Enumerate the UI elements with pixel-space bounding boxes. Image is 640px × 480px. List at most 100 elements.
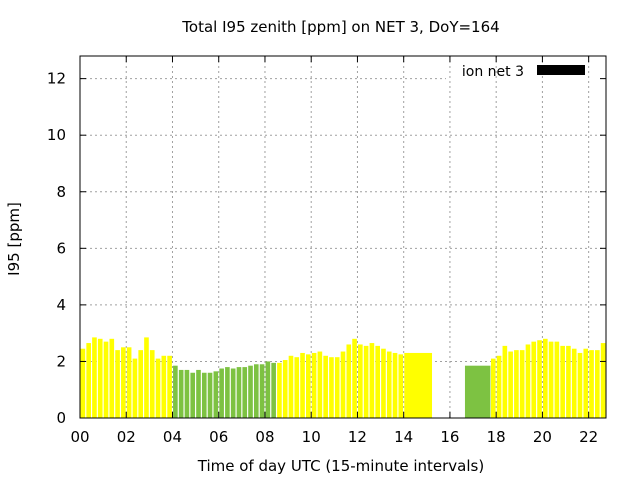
bar — [253, 364, 259, 418]
bar — [294, 357, 300, 418]
bar — [352, 338, 357, 418]
x-tick-label: 20 — [533, 428, 552, 446]
bar — [201, 372, 207, 418]
bar — [271, 362, 276, 418]
y-tick-label: 0 — [56, 409, 66, 427]
bar — [277, 362, 282, 418]
x-tick-label: 00 — [70, 428, 89, 446]
bar — [97, 338, 103, 418]
x-tick-label: 02 — [117, 428, 136, 446]
bar — [248, 365, 253, 418]
bar — [577, 352, 583, 418]
bar — [178, 369, 184, 418]
bar — [560, 345, 565, 418]
bar — [126, 347, 132, 418]
bar — [334, 357, 340, 418]
bar — [589, 350, 594, 418]
bar — [583, 348, 589, 418]
plot-frame — [79, 55, 607, 419]
x-tick-label: 08 — [255, 428, 274, 446]
bar — [306, 354, 311, 418]
legend-swatch — [537, 65, 585, 75]
x-tick-label: 14 — [394, 428, 413, 446]
x-tick-label: 04 — [163, 428, 182, 446]
bar — [464, 365, 491, 418]
x-tick-label: 16 — [440, 428, 459, 446]
bar — [398, 354, 404, 418]
bar — [537, 340, 542, 418]
y-tick-label: 8 — [56, 183, 66, 201]
bar — [514, 350, 519, 418]
bar — [525, 344, 531, 418]
bar — [265, 361, 271, 418]
bar — [196, 369, 201, 418]
bar — [508, 351, 513, 418]
bar — [363, 345, 369, 418]
bar — [542, 338, 548, 418]
bar — [375, 345, 380, 418]
bar — [144, 337, 149, 418]
bar — [340, 351, 346, 418]
bar — [358, 344, 363, 418]
bar — [213, 371, 219, 418]
bar — [184, 369, 190, 418]
y-tick-label: 2 — [56, 352, 66, 370]
legend-label: ion net 3 — [462, 64, 524, 80]
bar — [300, 352, 305, 418]
bar — [121, 347, 126, 418]
grid-lines — [80, 56, 606, 418]
bar — [167, 355, 172, 418]
bar — [554, 341, 560, 418]
bar — [407, 352, 433, 418]
x-tick-label: 18 — [487, 428, 506, 446]
legend: ion net 3 — [462, 64, 585, 80]
bar — [109, 338, 115, 418]
bar — [571, 348, 577, 418]
bar — [531, 341, 537, 418]
bar — [386, 351, 392, 418]
bar — [317, 351, 323, 418]
bar — [600, 343, 606, 418]
bar — [404, 352, 409, 418]
bar — [86, 343, 91, 418]
bar — [190, 372, 196, 418]
bar — [92, 337, 97, 418]
bar — [138, 350, 144, 418]
bar — [490, 358, 496, 418]
bar — [282, 360, 288, 418]
bar — [161, 355, 167, 418]
bar — [219, 368, 224, 418]
x-tick-label: 10 — [302, 428, 321, 446]
bar — [311, 352, 317, 418]
bar — [207, 372, 213, 418]
y-tick-label: 12 — [47, 70, 66, 88]
bar — [502, 345, 508, 418]
bar — [346, 344, 352, 418]
bar — [115, 350, 120, 418]
bar — [566, 345, 571, 418]
bar — [259, 364, 265, 418]
bar — [132, 358, 138, 418]
bar — [242, 367, 248, 418]
bar — [103, 341, 109, 418]
bar-series — [80, 337, 606, 418]
bar — [173, 365, 178, 418]
y-tick-label: 4 — [56, 296, 66, 314]
y-tick-label: 6 — [56, 239, 66, 257]
x-tick-label: 12 — [348, 428, 367, 446]
bar — [519, 350, 525, 418]
bar — [381, 348, 386, 418]
bar — [236, 367, 242, 418]
bar — [323, 355, 328, 418]
bar — [595, 350, 600, 418]
bar — [230, 368, 236, 418]
bar — [329, 357, 334, 418]
x-tick-label: 06 — [209, 428, 228, 446]
bar — [149, 350, 155, 418]
x-axis-label: Time of day UTC (15-minute intervals) — [197, 457, 484, 475]
bar — [288, 355, 294, 418]
bar — [155, 358, 161, 418]
bar — [225, 367, 230, 418]
